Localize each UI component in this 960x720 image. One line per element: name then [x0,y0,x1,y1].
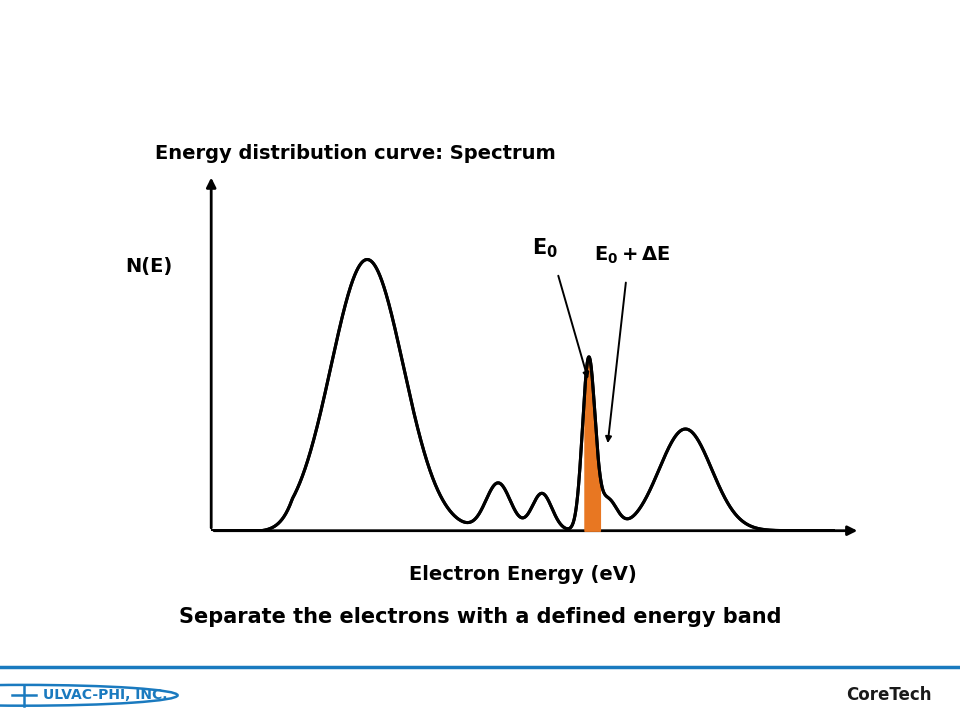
Text: Energy distribution curve: Spectrum: Energy distribution curve: Spectrum [155,144,556,163]
Text: CoreTech: CoreTech [846,686,931,704]
Text: Separate the electrons with a defined energy band: Separate the electrons with a defined en… [179,607,781,626]
Text: Energy Analyzer: Energy Analyzer [82,28,414,62]
Text: $\mathbf{E_0}$: $\mathbf{E_0}$ [532,236,558,259]
Text: ULVAC-PHI, INC.: ULVAC-PHI, INC. [43,688,168,702]
Text: $\mathbf{E_0 + \Delta E}$: $\mathbf{E_0 + \Delta E}$ [594,245,671,266]
Text: N(E): N(E) [125,257,173,276]
Text: Electron Energy (eV): Electron Energy (eV) [409,565,637,584]
